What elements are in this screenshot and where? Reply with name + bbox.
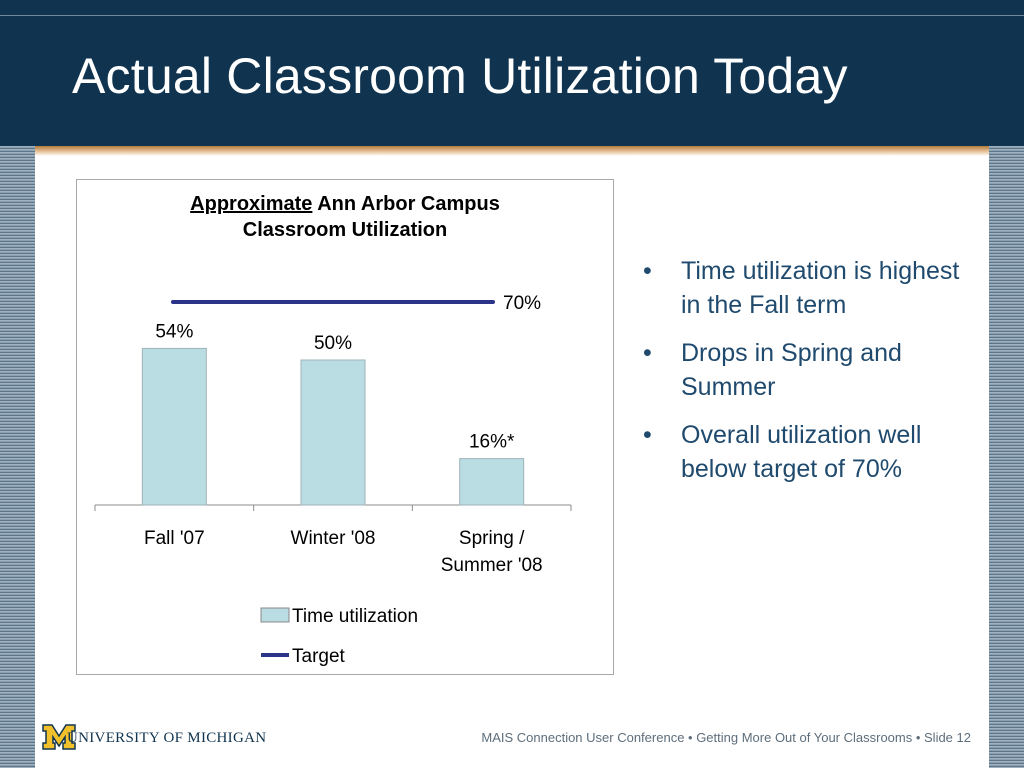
chart-title: Approximate Ann Arbor Campus Classroom U… <box>77 191 613 243</box>
bullet-list: • Time utilization is highest in the Fall… <box>643 254 983 500</box>
chart-title-line2: Classroom Utilization <box>242 219 448 241</box>
bar-value-label: 16%* <box>469 432 515 453</box>
bar-value-label: 50% <box>314 333 352 354</box>
bar <box>141 347 207 506</box>
bullet-item: • Drops in Spring and Summer <box>643 336 983 404</box>
legend-label: Time utilization <box>292 606 418 627</box>
bullet-text: Drops in Spring and Summer <box>681 339 902 401</box>
bullet-item: • Time utilization is highest in the Fall… <box>643 254 983 322</box>
bar <box>459 458 525 506</box>
legend-swatch-bar <box>260 607 290 623</box>
university-name: UNIVERSITY OF MICHIGAN <box>67 730 267 746</box>
bullet-dot: • <box>643 257 652 285</box>
x-tick-label: Spring / <box>459 528 525 549</box>
bullet-item: • Overall utilization well below target o… <box>643 418 983 486</box>
x-tick-label: Summer '08 <box>441 555 543 576</box>
footer-caption: MAIS Connection User Conference • Gettin… <box>481 730 971 745</box>
bar <box>300 359 366 506</box>
slide-title: Actual Classroom Utilization Today <box>72 48 848 104</box>
chart-plot: 54% Fall '07 50% Winter '08 16%* Spring / Summ… <box>94 293 572 667</box>
slide-content: Approximate Ann Arbor Campus Classroom U… <box>35 146 989 768</box>
block-m-icon <box>42 724 76 750</box>
university-logo: UNIVERSITY OF MICHIGAN <box>42 724 266 755</box>
legend-label: Target <box>292 646 346 667</box>
accent-band <box>35 146 989 156</box>
bullet-dot: • <box>643 421 652 449</box>
bullet-dot: • <box>643 339 652 367</box>
x-tick-label: Fall '07 <box>144 528 205 549</box>
bullet-text: Overall utilization well below target of… <box>681 421 922 483</box>
x-tick-label: Winter '08 <box>291 528 376 549</box>
chart-container: Approximate Ann Arbor Campus Classroom U… <box>76 179 614 675</box>
title-bar: Actual Classroom Utilization Today <box>0 0 1024 146</box>
title-bar-divider <box>0 15 1024 16</box>
chart-title-underlined: Approximate <box>190 193 313 215</box>
bullet-text: Time utilization is highest in the Fall … <box>681 257 960 319</box>
chart-title-rest: Ann Arbor Campus <box>317 193 500 215</box>
bar-value-label: 54% <box>155 321 193 342</box>
target-value-label: 70% <box>503 293 541 314</box>
